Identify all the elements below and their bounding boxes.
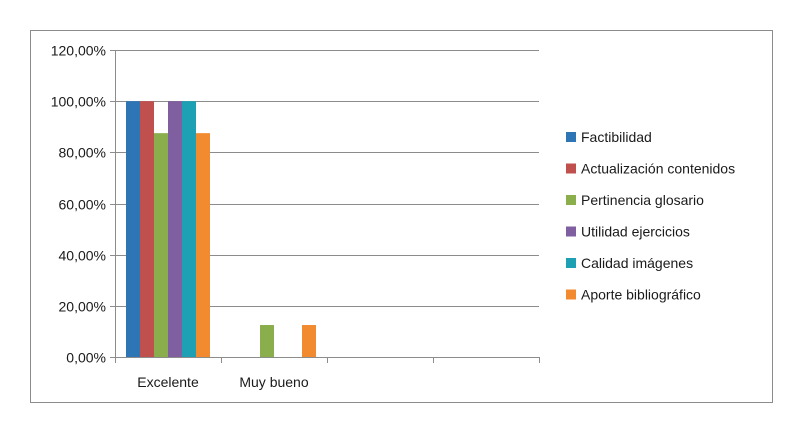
legend: Factibilidad Actualización contenidos Pert… (566, 129, 735, 303)
legend-swatch (566, 195, 576, 205)
y-tick-label: 20,00% (59, 299, 106, 315)
legend-label: Factibilidad (581, 129, 652, 145)
y-tick-label: 120,00% (51, 43, 106, 59)
y-tick-label: 40,00% (59, 248, 106, 264)
legend-item: Pertinencia glosario (566, 192, 704, 208)
bar-pertinencia-glosario-excelente (154, 133, 168, 357)
bar-aporte-bibliogr-fico-excelente (196, 133, 210, 357)
bar-aporte-bibliogr-fico-muy-bueno (302, 325, 316, 357)
legend-swatch (566, 258, 576, 268)
x-category-label: Excelente (137, 374, 199, 390)
legend-item: Aporte bibliográfico (566, 287, 701, 303)
bar-pertinencia-glosario-muy-bueno (260, 325, 274, 357)
legend-label: Aporte bibliográfico (581, 287, 701, 303)
y-tick-label: 80,00% (59, 145, 106, 161)
legend-item: Factibilidad (566, 129, 652, 145)
legend-item: Calidad imágenes (566, 255, 693, 271)
legend-label: Calidad imágenes (581, 255, 693, 271)
legend-swatch (566, 226, 576, 237)
y-tick-label: 100,00% (51, 94, 106, 110)
bar-utilidad-ejercicios-excelente (168, 101, 182, 358)
legend-label: Actualización contenidos (581, 161, 735, 177)
axes (115, 50, 540, 363)
bar-calidad-im-genes-excelente (182, 101, 196, 358)
legend-swatch (566, 132, 576, 142)
y-tick-label: 60,00% (59, 197, 106, 213)
bars (126, 101, 316, 358)
legend-label: Pertinencia glosario (581, 192, 704, 208)
x-axis-categories: Excelente Muy bueno (137, 374, 309, 390)
bar-actualizaci-n-contenidos-excelente (140, 101, 154, 358)
legend-swatch (566, 289, 576, 300)
legend-item: Actualización contenidos (566, 161, 735, 177)
x-category-label: Muy bueno (239, 374, 308, 390)
legend-label: Utilidad ejercicios (581, 224, 690, 240)
y-axis-ticks: 0,00% 20,00% 40,00% 60,00% 80,00% 100,00% 120,… (51, 43, 115, 366)
chart-border (30, 30, 773, 403)
legend-swatch (566, 163, 576, 174)
y-tick-label: 0,00% (66, 350, 106, 366)
legend-item: Utilidad ejercicios (566, 224, 690, 240)
bar-factibilidad-excelente (126, 101, 140, 358)
